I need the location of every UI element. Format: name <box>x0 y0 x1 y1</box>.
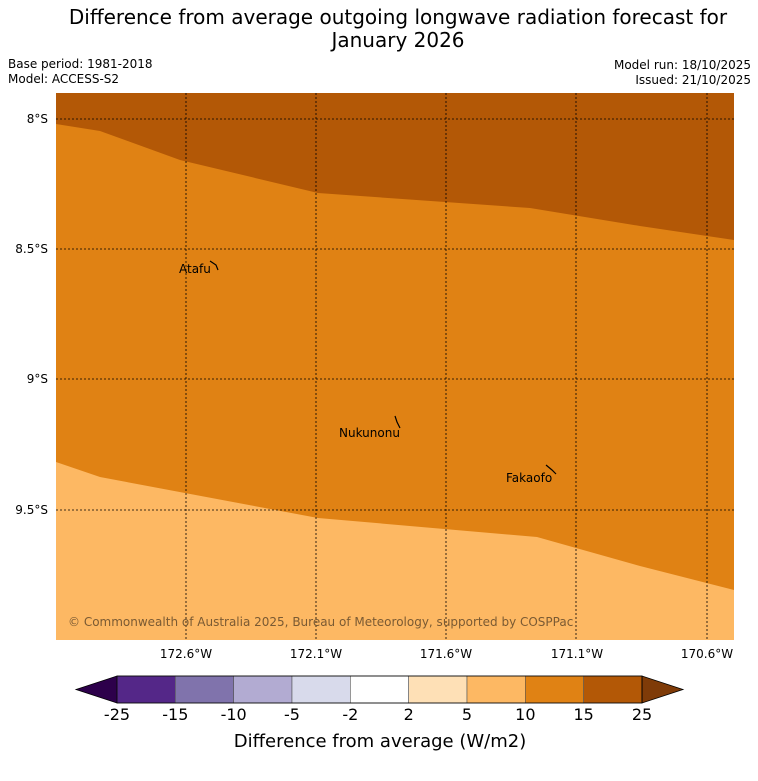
colorbar-tick-label: -2 <box>342 705 358 724</box>
colorbar-tick-label: 15 <box>573 705 593 724</box>
colorbar-swatch <box>408 675 468 704</box>
colorbar-tick-label: -25 <box>104 705 130 724</box>
colorbar-tick-label: -5 <box>284 705 300 724</box>
map-plot-area: Atafu Nukunonu Fakaofo © Commonwealth of… <box>56 93 734 640</box>
lat-tick-label: 8°S <box>27 112 48 126</box>
colorbar-extend-high <box>641 675 685 704</box>
colorbar-swatch <box>350 675 409 704</box>
colorbar-swatch <box>175 675 234 704</box>
graticule <box>56 93 734 640</box>
colorbar-tick-label: -15 <box>162 705 188 724</box>
colorbar-swatch <box>116 675 176 704</box>
longitude-ticks: 172.6°W 172.1°W 171.6°W 171.1°W 170.6°W <box>160 647 733 661</box>
nukunonu-atoll <box>394 415 401 429</box>
colorbar: -25 -15 -10 -5 -2 2 5 10 15 25 <box>74 675 685 724</box>
atafu-atoll <box>209 260 219 271</box>
copyright-notice: © Commonwealth of Australia 2025, Bureau… <box>68 615 573 629</box>
model-run-text: Model run: 18/10/2025 <box>613 58 751 72</box>
colorbar-tick-label: 2 <box>404 705 414 724</box>
colorbar-swatch <box>583 675 643 704</box>
lon-tick-label: 172.6°W <box>160 647 212 661</box>
map-title: Difference from average outgoing longwav… <box>0 6 758 52</box>
place-label-fakaofo: Fakaofo <box>506 471 552 485</box>
colorbar-tick-label: -10 <box>221 705 247 724</box>
lon-tick-label: 171.6°W <box>420 647 472 661</box>
fakaofo-atoll <box>545 464 557 475</box>
colorbar-swatch <box>233 675 293 704</box>
colorbar-extend-low <box>74 675 118 704</box>
latitude-ticks: 8°S 8.5°S 9°S 9.5°S <box>15 112 48 517</box>
metadata-right: Model run: 18/10/2025 Issued: 21/10/2025 <box>614 58 751 88</box>
lat-tick-label: 8.5°S <box>15 242 48 256</box>
colorbar-tick-label: 5 <box>462 705 472 724</box>
title-line-2: January 2026 <box>331 28 465 52</box>
title-line-1: Difference from average outgoing longwav… <box>68 5 728 29</box>
base-period-text: Base period: 1981-2018 <box>8 57 153 71</box>
lon-tick-label: 172.1°W <box>290 647 342 661</box>
lat-tick-label: 9°S <box>27 372 48 386</box>
atoll-outlines <box>209 260 557 475</box>
region-10-to-15 <box>56 93 734 590</box>
colorbar-swatch <box>525 675 584 704</box>
issued-text: Issued: 21/10/2025 <box>635 73 751 87</box>
colorbar-outline <box>116 675 643 704</box>
colorbar-swatch <box>291 675 351 704</box>
lon-tick-label: 171.1°W <box>551 647 603 661</box>
lat-tick-label: 9.5°S <box>15 503 48 517</box>
colorbar-title: Difference from average (W/m2) <box>234 731 526 752</box>
place-label-atafu: Atafu <box>179 262 211 276</box>
region-15-to-25 <box>56 93 734 240</box>
lon-tick-label: 170.6°W <box>681 647 733 661</box>
colorbar-swatch <box>466 675 526 704</box>
colorbar-tick-label: 10 <box>515 705 535 724</box>
colorbar-tick-label: 25 <box>632 705 652 724</box>
model-text: Model: ACCESS-S2 <box>8 72 120 86</box>
metadata-left: Base period: 1981-2018 Model: ACCESS-S2 <box>8 57 153 87</box>
place-label-nukunonu: Nukunonu <box>339 426 400 440</box>
